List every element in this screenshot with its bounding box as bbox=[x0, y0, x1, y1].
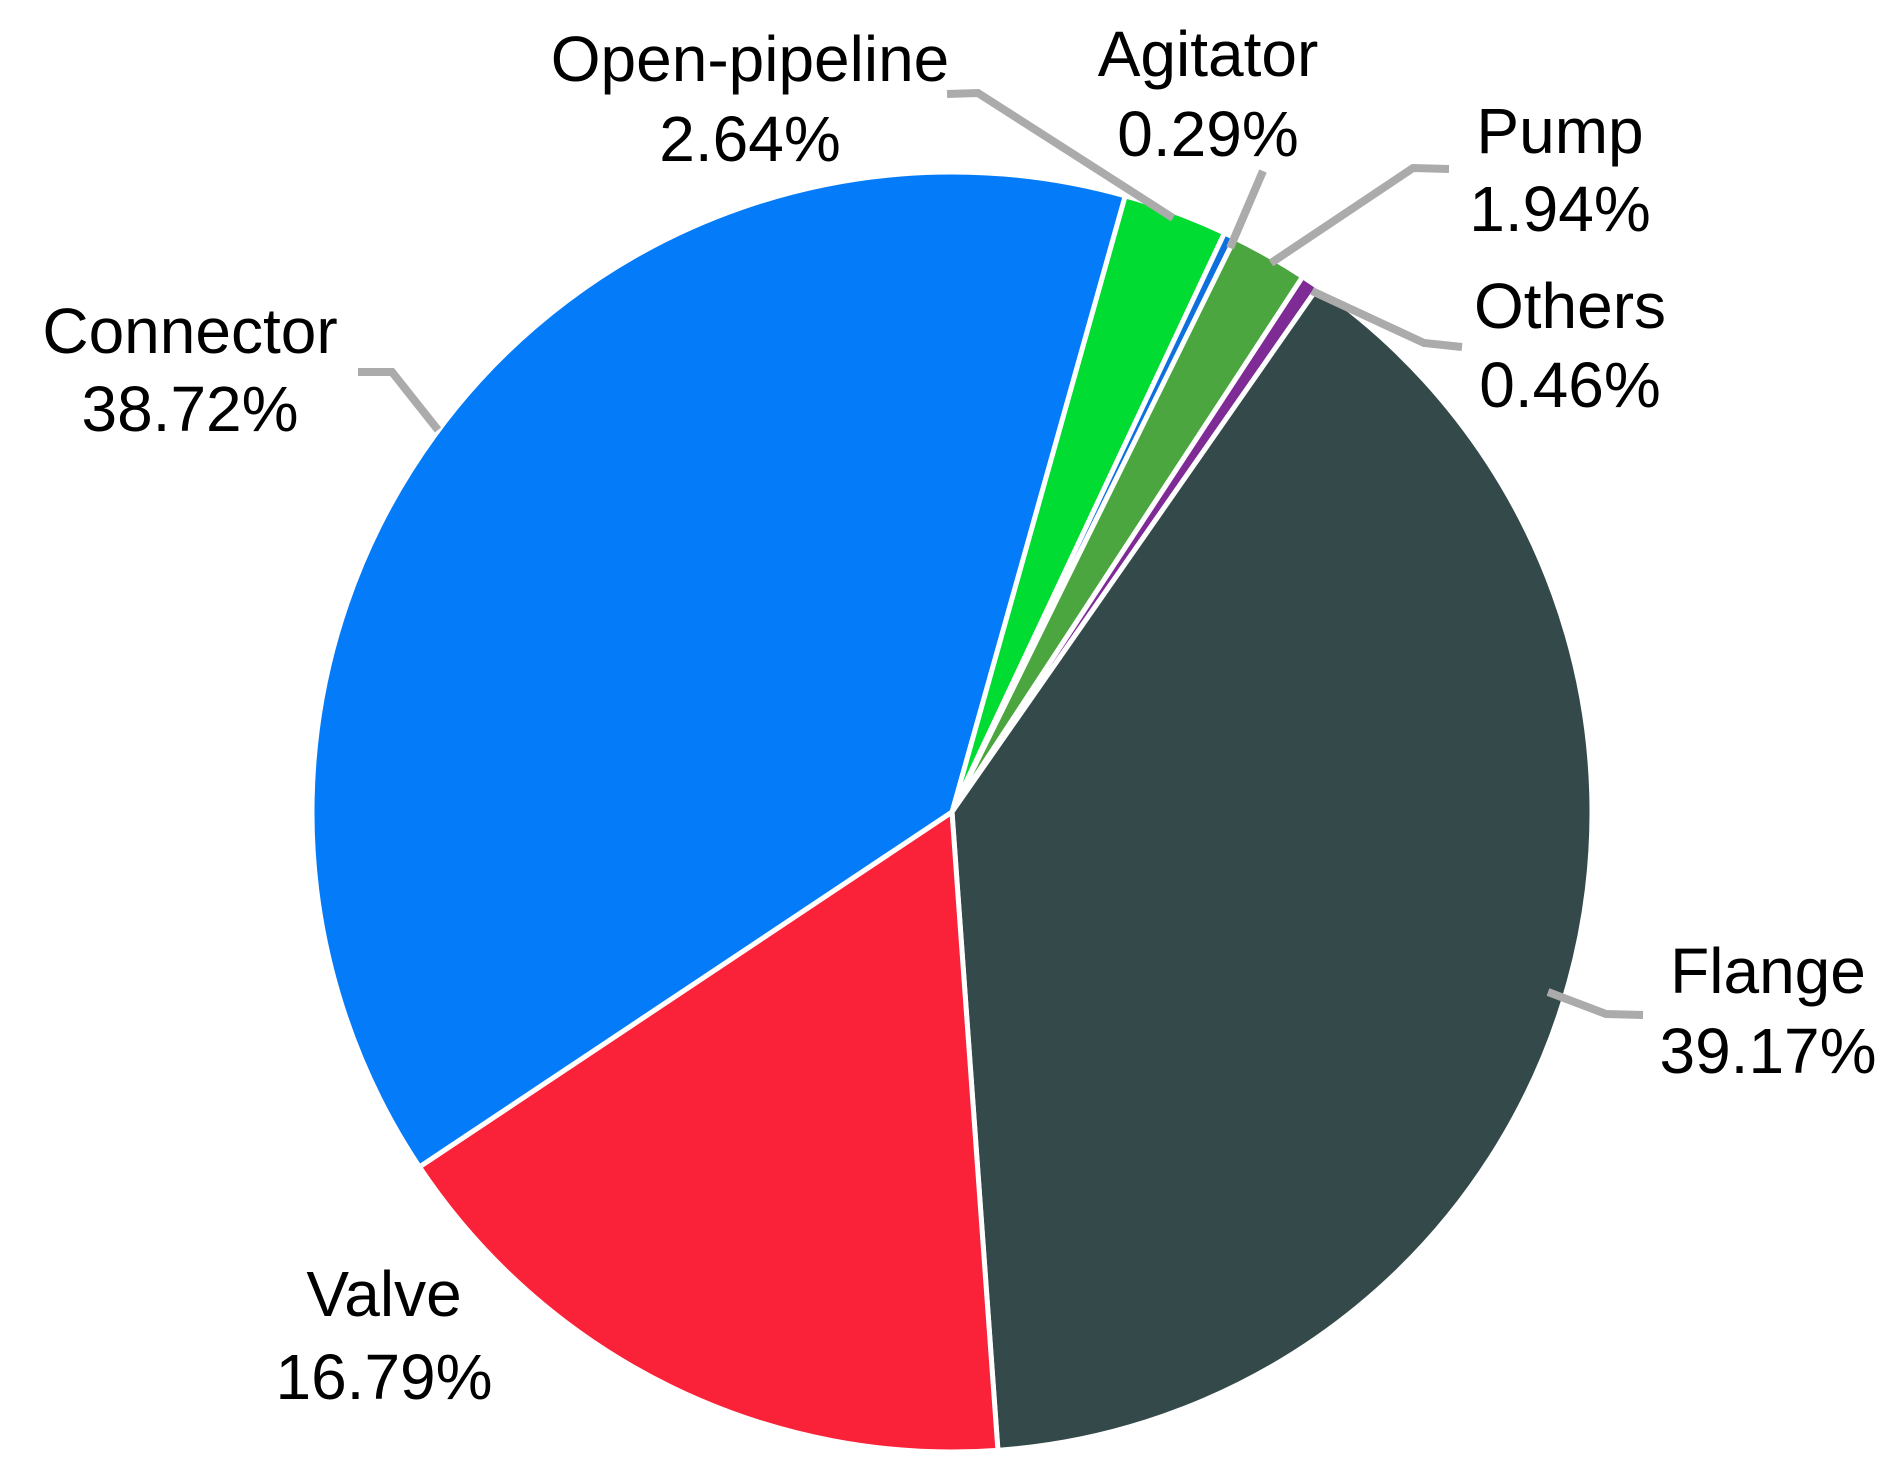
leader-line-agitator bbox=[1226, 169, 1267, 250]
pie-slice-valve bbox=[416, 809, 1001, 1455]
slice-label-pump: Pump 1.94% bbox=[1469, 95, 1650, 245]
leader-line-pump bbox=[1268, 163, 1450, 267]
slice-label-others: Others 0.46% bbox=[1474, 270, 1666, 421]
slice-label-agitator: Agitator 0.29% bbox=[1098, 18, 1319, 170]
leader-line-open-pipeline bbox=[946, 88, 1176, 222]
leader-line-connector bbox=[358, 368, 442, 433]
slice-label-connector: Connector 38.72% bbox=[42, 295, 337, 445]
slice-label-open-pipeline: Open-pipeline 2.64% bbox=[551, 23, 950, 175]
pie-slice-connector bbox=[309, 169, 1128, 1170]
slice-label-flange: Flange 39.17% bbox=[1659, 935, 1876, 1087]
leader-line-others bbox=[1310, 287, 1463, 351]
leader-line-flange bbox=[1546, 988, 1644, 1019]
slice-label-valve: Valve 16.79% bbox=[275, 1258, 492, 1413]
pie-slice-flange bbox=[949, 284, 1595, 1453]
